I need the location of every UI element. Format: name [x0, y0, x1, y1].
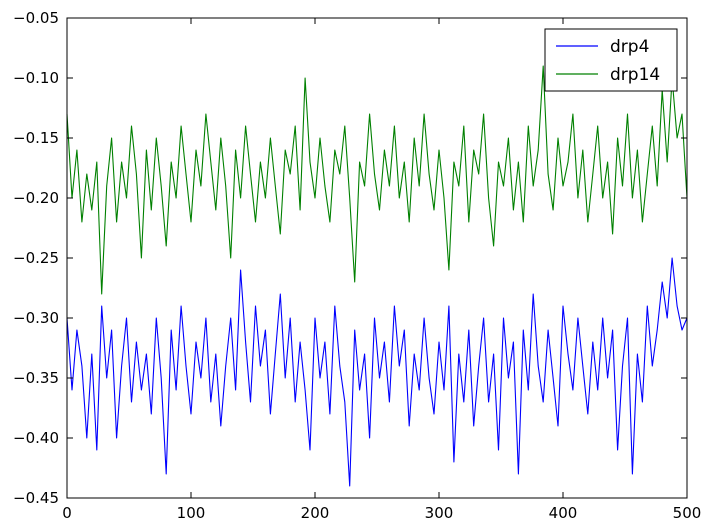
y-tick-label: −0.30: [13, 309, 59, 327]
legend-label-drp4: drp4: [610, 37, 649, 57]
legend: drp4 drp14: [544, 28, 678, 92]
y-axis: −0.45 −0.40 −0.35 −0.30 −0.25 −0.20 −0.15 −0.10…: [13, 9, 687, 507]
y-tick-label: −0.35: [13, 369, 59, 387]
x-tick-label: 300: [425, 504, 454, 522]
y-tick-label: −0.45: [13, 489, 59, 507]
x-tick-label: 0: [62, 504, 72, 522]
series-line-drp4: [66, 257, 688, 487]
y-tick-label: −0.15: [13, 129, 59, 147]
x-tick-label: 400: [549, 504, 578, 522]
y-tick-label: −0.40: [13, 429, 59, 447]
y-tick-label: −0.05: [13, 9, 59, 27]
y-tick-label: −0.20: [13, 189, 59, 207]
x-tick-label: 100: [177, 504, 206, 522]
x-tick-label: 500: [673, 504, 702, 522]
y-tick-label: −0.25: [13, 249, 59, 267]
legend-box: [544, 28, 678, 92]
legend-label-drp14: drp14: [610, 65, 660, 85]
x-tick-label: 200: [301, 504, 330, 522]
series-layer: [66, 65, 688, 487]
y-tick-label: −0.10: [13, 69, 59, 87]
x-axis: 0 100 200 300 400 500: [62, 18, 701, 522]
series-line-drp14: [66, 65, 688, 295]
